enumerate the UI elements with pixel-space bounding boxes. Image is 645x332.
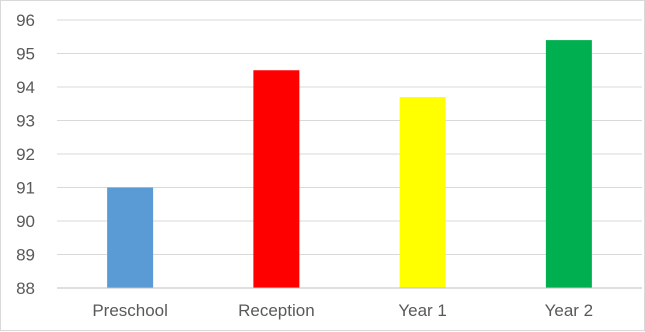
x-tick-label: Year 1 [398, 301, 447, 320]
y-tick-label: 92 [16, 145, 35, 164]
bars [107, 40, 592, 288]
x-tick-label: Reception [238, 301, 315, 320]
bar-reception [253, 70, 300, 288]
bar-year-1 [399, 97, 446, 288]
y-tick-label: 94 [16, 78, 35, 97]
x-tick-label: Year 2 [545, 301, 594, 320]
y-tick-label: 91 [16, 179, 35, 198]
x-tick-labels: Preschool Reception Year 1 Year 2 [92, 301, 593, 320]
x-tick-label: Preschool [92, 301, 168, 320]
y-tick-labels: 88 89 90 91 92 93 94 95 96 [16, 11, 35, 298]
gridlines [57, 19, 642, 255]
y-tick-label: 88 [16, 279, 35, 298]
y-tick-label: 96 [16, 11, 35, 30]
y-tick-label: 95 [16, 45, 35, 64]
bar-year-2 [545, 40, 592, 288]
y-tick-label: 90 [16, 212, 35, 231]
y-tick-label: 89 [16, 246, 35, 265]
bar-preschool [107, 187, 154, 288]
y-tick-label: 93 [16, 112, 35, 131]
